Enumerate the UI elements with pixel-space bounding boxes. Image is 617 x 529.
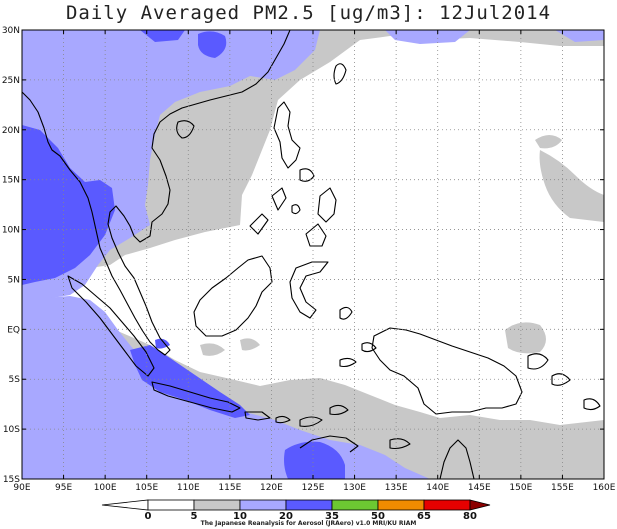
colorbar-label: 65 bbox=[417, 511, 431, 522]
lon-tick-label: 150E bbox=[509, 483, 532, 493]
lat-tick-label: 30N bbox=[2, 26, 20, 36]
colorbar-segment bbox=[285, 499, 333, 511]
lon-tick-label: 130E bbox=[343, 483, 366, 493]
lon-tick-label: 110E bbox=[177, 483, 200, 493]
colorbar-labels: 0 5 10 20 35 50 65 80 bbox=[145, 511, 477, 522]
lon-tick-label: 125E bbox=[302, 483, 325, 493]
latitude-labels: 30N 25N 20N 15N 10N 5N EQ 5S 10S 15S bbox=[2, 26, 20, 485]
colorbar-label: 10 bbox=[233, 511, 247, 522]
lat-tick-label: 10S bbox=[3, 425, 20, 435]
lon-tick-label: 145E bbox=[468, 483, 491, 493]
lon-tick-label: 95E bbox=[55, 483, 72, 493]
coastlines bbox=[22, 30, 601, 479]
colorbar-label: 20 bbox=[279, 511, 293, 522]
grid-lines bbox=[22, 30, 604, 479]
colorbar-segment bbox=[331, 499, 379, 511]
lon-tick-label: 160E bbox=[593, 483, 616, 493]
colorbar-over-arrow bbox=[469, 499, 491, 511]
lat-tick-label: EQ bbox=[7, 325, 20, 335]
lat-tick-label: 5S bbox=[9, 375, 21, 385]
colorbar-under-arrow bbox=[101, 499, 149, 511]
lon-tick-label: 155E bbox=[551, 483, 574, 493]
colorbar-label: 0 bbox=[145, 511, 152, 522]
lon-tick-label: 140E bbox=[426, 483, 449, 493]
credit-line: The Japanese Reanalysis for Aerosol (JRA… bbox=[200, 520, 417, 527]
colorbar-segment bbox=[377, 499, 425, 511]
lon-tick-label: 90E bbox=[13, 483, 30, 493]
colorbar-label: 80 bbox=[463, 511, 477, 522]
colorbar-segment bbox=[423, 499, 471, 511]
colorbar-segment bbox=[239, 499, 287, 511]
map-title: Daily Averaged PM2.5 [ug/m3]: 12Jul2014 bbox=[65, 2, 552, 24]
colorbar bbox=[101, 499, 491, 511]
lat-tick-label: 25N bbox=[2, 76, 20, 86]
lon-tick-label: 115E bbox=[218, 483, 241, 493]
lat-tick-label: 10N bbox=[2, 226, 20, 236]
lon-tick-label: 105E bbox=[135, 483, 158, 493]
lat-tick-label: 15S bbox=[3, 475, 20, 485]
lat-tick-label: 15N bbox=[2, 176, 20, 186]
colorbar-segment bbox=[193, 499, 241, 511]
colorbar-segment bbox=[147, 499, 195, 511]
lat-tick-label: 5N bbox=[8, 275, 20, 285]
lon-tick-label: 135E bbox=[385, 483, 408, 493]
colorbar-label: 50 bbox=[371, 511, 385, 522]
lat-tick-label: 20N bbox=[2, 126, 20, 136]
longitude-labels: 90E 95E 100E 105E 110E 115E 120E 125E 130E 135E 14… bbox=[13, 483, 615, 493]
lon-tick-label: 120E bbox=[260, 483, 283, 493]
axis-ticks bbox=[21, 29, 605, 480]
colorbar-label: 35 bbox=[325, 511, 339, 522]
lon-tick-label: 100E bbox=[94, 483, 117, 493]
colorbar-label: 5 bbox=[191, 511, 198, 522]
